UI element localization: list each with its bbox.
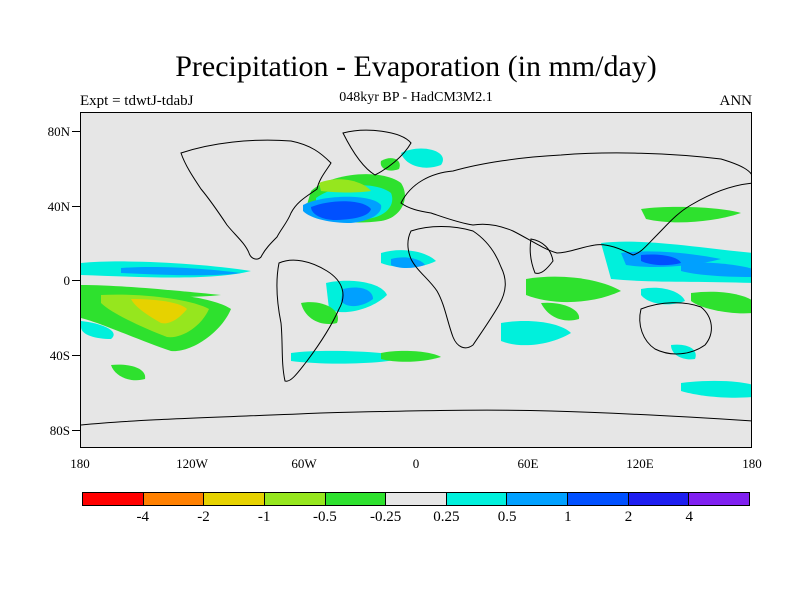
season-label: ANN [719, 93, 753, 109]
coast-north-america [180, 139, 332, 260]
lon-label-60w: 60W [291, 456, 317, 471]
field-darkblue [641, 254, 681, 266]
legend-label: 2 [624, 509, 633, 525]
field-cyan [671, 344, 696, 360]
lon-label-0: 0 [412, 456, 420, 471]
lon-label-180w: 180 [70, 456, 90, 471]
legend-swatch [143, 493, 205, 505]
experiment-label: Expt = tdwtJ-tdabJ [80, 93, 194, 109]
legend-label: 0.25 [433, 509, 460, 525]
field-green [641, 206, 741, 223]
anomaly-fields [81, 148, 751, 398]
field-blue [121, 266, 241, 276]
chart-subtitle: 048kyr BP - HadCM3M2.1 [339, 90, 493, 105]
field-green [319, 179, 371, 193]
field-green [541, 302, 580, 321]
field-cyan [501, 321, 571, 346]
map-svg [81, 129, 751, 426]
field-blue [681, 262, 751, 277]
legend-swatch [83, 493, 144, 505]
field-cyan [681, 380, 751, 398]
legend-label: -2 [197, 509, 210, 525]
field-green [111, 364, 146, 381]
lat-label-40n: 40N [47, 199, 70, 214]
legend-swatch [264, 493, 326, 505]
field-green [301, 302, 339, 325]
legend-label: 1 [564, 509, 572, 525]
legend-label: -4 [136, 509, 149, 525]
field-blue [341, 287, 373, 307]
lat-label-80s: 80S [49, 423, 70, 438]
coast-africa [407, 226, 506, 349]
lat-label-40s: 40S [49, 348, 70, 363]
lon-label-180e: 180 [742, 456, 762, 471]
legend-label: -0.5 [313, 509, 337, 525]
field-darkblue [311, 201, 371, 220]
field-blue [391, 257, 425, 268]
legend-label: -0.25 [370, 509, 402, 525]
field-green [691, 291, 751, 314]
legend-swatch [204, 493, 265, 505]
legend-label: 0.5 [497, 509, 517, 525]
lat-label-0: 0 [63, 273, 71, 288]
coast-india [529, 238, 554, 274]
field-yellow [131, 299, 187, 324]
coast-eurasia [400, 152, 751, 256]
field-cyan [641, 287, 685, 305]
lon-label-120w: 120W [176, 456, 208, 471]
legend-swatch [568, 493, 629, 505]
map-panel [80, 112, 752, 448]
legend-swatch [689, 493, 750, 505]
lon-label-60e: 60E [517, 456, 539, 471]
field-green [526, 276, 621, 303]
field-cyan [401, 148, 443, 168]
legend-label: 4 [685, 509, 694, 525]
field-cyan [81, 321, 114, 339]
lat-tick [72, 280, 80, 281]
coast-greenland [342, 129, 412, 176]
legend-swatch [507, 493, 569, 505]
legend-label: -1 [257, 509, 271, 525]
lat-tick [72, 355, 80, 356]
chart-title: Precipitation - Evaporation (in mm/day) [175, 50, 657, 83]
lat-label-80n: 80N [47, 124, 70, 139]
coastlines [81, 129, 751, 426]
legend-swatch [446, 493, 508, 505]
color-legend [82, 492, 750, 506]
coast-south-america [276, 259, 344, 382]
legend-swatch [628, 493, 690, 505]
lat-tick [72, 430, 80, 431]
legend-swatch [325, 493, 387, 505]
lat-tick [72, 206, 80, 207]
coast-australia [639, 302, 712, 355]
coast-antarctica [81, 409, 751, 426]
lat-tick [72, 131, 80, 132]
lon-label-120e: 120E [626, 456, 654, 471]
field-green [381, 350, 441, 362]
legend-swatch [386, 493, 447, 505]
